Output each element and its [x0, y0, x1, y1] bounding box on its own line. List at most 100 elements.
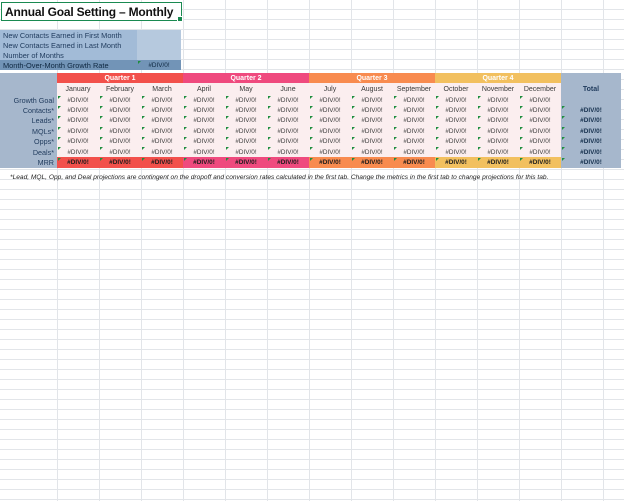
cell-contacts-may[interactable]: #DIV/0! [225, 105, 267, 116]
cell-mrr-november[interactable]: #DIV/0! [477, 157, 519, 168]
cell-opps-october[interactable]: #DIV/0! [435, 136, 477, 147]
cell-deals-july[interactable]: #DIV/0! [309, 146, 351, 158]
cell-mqls-may[interactable]: #DIV/0! [225, 126, 267, 137]
cell-mrr-february[interactable]: #DIV/0! [99, 157, 141, 168]
cell-contacts-march[interactable]: #DIV/0! [141, 105, 183, 116]
total-cell-mrr[interactable]: #DIV/0! [561, 157, 621, 168]
footnote-cell[interactable]: *Lead, MQL, Opp, and Deal projections ar… [10, 174, 549, 181]
cell-opps-july[interactable]: #DIV/0! [309, 136, 351, 147]
cell-mqls-february[interactable]: #DIV/0! [99, 126, 141, 137]
month-header-october[interactable]: October [435, 83, 477, 95]
cell-deals-november[interactable]: #DIV/0! [477, 146, 519, 158]
cell-mrr-april[interactable]: #DIV/0! [183, 157, 225, 168]
cell-leads-january[interactable]: #DIV/0! [57, 115, 99, 127]
cell-growth-goal-october[interactable]: #DIV/0! [435, 95, 477, 106]
cell-leads-august[interactable]: #DIV/0! [351, 115, 393, 127]
cell-leads-september[interactable]: #DIV/0! [393, 115, 435, 127]
cell-opps-january[interactable]: #DIV/0! [57, 136, 99, 147]
cell-mrr-january[interactable]: #DIV/0! [57, 157, 99, 168]
cell-deals-september[interactable]: #DIV/0! [393, 146, 435, 158]
cell-mrr-september[interactable]: #DIV/0! [393, 157, 435, 168]
cell-opps-december[interactable]: #DIV/0! [519, 136, 561, 147]
cell-mqls-december[interactable]: #DIV/0! [519, 126, 561, 137]
month-header-july[interactable]: July [309, 83, 351, 95]
cell-mqls-april[interactable]: #DIV/0! [183, 126, 225, 137]
cell-mrr-march[interactable]: #DIV/0! [141, 157, 183, 168]
cell-mrr-august[interactable]: #DIV/0! [351, 157, 393, 168]
cell-leads-march[interactable]: #DIV/0! [141, 115, 183, 127]
cell-growth-goal-september[interactable]: #DIV/0! [393, 95, 435, 106]
cell-leads-october[interactable]: #DIV/0! [435, 115, 477, 127]
quarter-header-2[interactable]: Quarter 2 [183, 73, 309, 83]
cell-deals-august[interactable]: #DIV/0! [351, 146, 393, 158]
cell-opps-february[interactable]: #DIV/0! [99, 136, 141, 147]
month-row-corner-cell[interactable] [0, 83, 57, 95]
row-label-mrr[interactable]: MRR [0, 157, 57, 168]
cell-leads-july[interactable]: #DIV/0! [309, 115, 351, 127]
cell-mrr-december[interactable]: #DIV/0! [519, 157, 561, 168]
cell-opps-march[interactable]: #DIV/0! [141, 136, 183, 147]
row-label-opps[interactable]: Opps* [0, 136, 57, 147]
month-header-december[interactable]: December [519, 83, 561, 95]
cell-deals-june[interactable]: #DIV/0! [267, 146, 309, 158]
cell-growth-goal-june[interactable]: #DIV/0! [267, 95, 309, 106]
cell-growth-goal-november[interactable]: #DIV/0! [477, 95, 519, 106]
cell-mqls-october[interactable]: #DIV/0! [435, 126, 477, 137]
cell-contacts-august[interactable]: #DIV/0! [351, 105, 393, 116]
row-label-deals[interactable]: Deals* [0, 146, 57, 158]
total-cell-leads[interactable]: #DIV/0! [561, 115, 621, 127]
cell-mqls-november[interactable]: #DIV/0! [477, 126, 519, 137]
cell-contacts-november[interactable]: #DIV/0! [477, 105, 519, 116]
cell-deals-january[interactable]: #DIV/0! [57, 146, 99, 158]
cell-growth-goal-may[interactable]: #DIV/0! [225, 95, 267, 106]
cell-mqls-september[interactable]: #DIV/0! [393, 126, 435, 137]
quarter-row-corner-cell[interactable] [0, 73, 57, 83]
quarter-row-total-cap[interactable] [561, 73, 621, 83]
cell-growth-goal-january[interactable]: #DIV/0! [57, 95, 99, 106]
cell-leads-april[interactable]: #DIV/0! [183, 115, 225, 127]
month-header-april[interactable]: April [183, 83, 225, 95]
cell-mrr-june[interactable]: #DIV/0! [267, 157, 309, 168]
cell-mrr-may[interactable]: #DIV/0! [225, 157, 267, 168]
cell-contacts-january[interactable]: #DIV/0! [57, 105, 99, 116]
total-cell-opps[interactable]: #DIV/0! [561, 136, 621, 147]
total-cell-deals[interactable]: #DIV/0! [561, 146, 621, 158]
cell-leads-may[interactable]: #DIV/0! [225, 115, 267, 127]
cell-leads-november[interactable]: #DIV/0! [477, 115, 519, 127]
cell-contacts-february[interactable]: #DIV/0! [99, 105, 141, 116]
cell-growth-goal-july[interactable]: #DIV/0! [309, 95, 351, 106]
quarter-header-1[interactable]: Quarter 1 [57, 73, 183, 83]
quarter-header-4[interactable]: Quarter 4 [435, 73, 561, 83]
cell-contacts-september[interactable]: #DIV/0! [393, 105, 435, 116]
cell-mqls-january[interactable]: #DIV/0! [57, 126, 99, 137]
cell-growth-goal-february[interactable]: #DIV/0! [99, 95, 141, 106]
cell-contacts-april[interactable]: #DIV/0! [183, 105, 225, 116]
cell-opps-april[interactable]: #DIV/0! [183, 136, 225, 147]
cell-deals-february[interactable]: #DIV/0! [99, 146, 141, 158]
cell-opps-september[interactable]: #DIV/0! [393, 136, 435, 147]
cell-mqls-june[interactable]: #DIV/0! [267, 126, 309, 137]
row-label-contacts[interactable]: Contacts* [0, 105, 57, 116]
cell-mrr-october[interactable]: #DIV/0! [435, 157, 477, 168]
summary-label-first-month[interactable]: New Contacts Earned in First Month [0, 30, 137, 40]
quarter-header-3[interactable]: Quarter 3 [309, 73, 435, 83]
month-header-september[interactable]: September [393, 83, 435, 95]
summary-label-growth-rate[interactable]: Month-Over-Month Growth Rate [0, 60, 137, 70]
cell-deals-april[interactable]: #DIV/0! [183, 146, 225, 158]
cell-opps-june[interactable]: #DIV/0! [267, 136, 309, 147]
cell-mqls-march[interactable]: #DIV/0! [141, 126, 183, 137]
row-label-leads[interactable]: Leads* [0, 115, 57, 127]
cell-deals-march[interactable]: #DIV/0! [141, 146, 183, 158]
month-header-june[interactable]: June [267, 83, 309, 95]
cell-leads-december[interactable]: #DIV/0! [519, 115, 561, 127]
cell-mqls-july[interactable]: #DIV/0! [309, 126, 351, 137]
cell-contacts-july[interactable]: #DIV/0! [309, 105, 351, 116]
summary-value-first-month[interactable] [137, 30, 181, 40]
cell-growth-goal-december[interactable]: #DIV/0! [519, 95, 561, 106]
total-cell-contacts[interactable]: #DIV/0! [561, 105, 621, 116]
cell-deals-december[interactable]: #DIV/0! [519, 146, 561, 158]
row-label-growth-goal[interactable]: Growth Goal [0, 95, 57, 106]
cell-growth-goal-march[interactable]: #DIV/0! [141, 95, 183, 106]
month-header-may[interactable]: May [225, 83, 267, 95]
cell-contacts-october[interactable]: #DIV/0! [435, 105, 477, 116]
